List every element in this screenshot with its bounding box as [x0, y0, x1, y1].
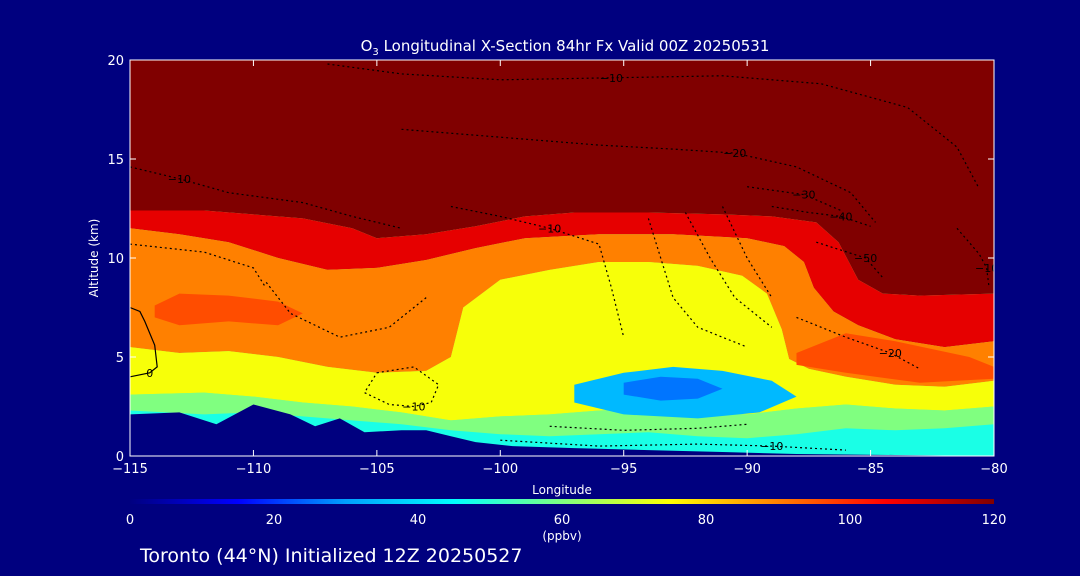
y-tick-label: 15: [107, 153, 124, 168]
contour-line: [500, 439, 846, 451]
contour-line: [130, 306, 158, 378]
y-tick-label: 5: [116, 351, 124, 366]
x-tick-label: −85: [857, 462, 884, 477]
x-tick-label: −110: [236, 462, 272, 477]
contour-line: [130, 243, 267, 289]
x-axis-ticks: −115 −110 −105 −100 −95 −90 −85 −80: [112, 60, 1008, 477]
footer-caption: Toronto (44°N) Initialized 12Z 20250527: [139, 545, 523, 567]
contour-label: −20: [879, 347, 902, 360]
contour-label: −10: [538, 222, 561, 235]
colorbar: [130, 499, 994, 504]
colorbar-ticks: 0 20 40 60 80 100 120: [126, 513, 1007, 528]
contour-label: 0: [146, 367, 153, 380]
contour-label: −10: [402, 401, 425, 414]
contour-line: [771, 205, 871, 227]
y-tick-label: 20: [107, 54, 124, 69]
contour-line: [363, 366, 440, 408]
contour-line: [327, 63, 980, 189]
colorbar-tick-label: 80: [698, 513, 715, 528]
chart-title-rest: Longitudinal X-Section 84hr Fx Valid 00Z…: [379, 37, 770, 55]
ozone-band: [130, 262, 994, 421]
colorbar-tick-label: 0: [126, 513, 134, 528]
y-axis-label: Altitude (km): [87, 219, 101, 298]
contour-label: −20: [723, 147, 746, 160]
x-tick-label: −80: [980, 462, 1007, 477]
colorbar-tick-label: 100: [838, 513, 863, 528]
y-tick-label: 10: [107, 252, 124, 267]
chart-title-subscript: 3: [372, 47, 378, 58]
chart-title: O3 Longitudinal X-Section 84hr Fx Valid …: [361, 37, 770, 58]
contour-label: −50: [854, 252, 877, 265]
ozone-band: [623, 376, 723, 401]
x-tick-label: −90: [733, 462, 760, 477]
contour-label: −10: [975, 262, 998, 275]
x-tick-label: −105: [359, 462, 395, 477]
chart-title-prefix: O: [361, 37, 373, 55]
x-axis-label: Longitude: [532, 483, 592, 497]
ozone-field: [130, 60, 994, 456]
colorbar-tick-label: 20: [266, 513, 283, 528]
colorbar-tick-label: 60: [554, 513, 571, 528]
contour-label: −10: [600, 72, 623, 85]
x-tick-label: −100: [482, 462, 518, 477]
contour-line: [265, 281, 427, 338]
colorbar-unit: (ppbv): [542, 529, 581, 543]
ozone-band: [130, 210, 994, 348]
ozone-band: [130, 60, 994, 296]
contour-line: [549, 423, 748, 431]
ozone-band: [154, 293, 303, 326]
contour-label: −10: [168, 173, 191, 186]
x-tick-label: −95: [610, 462, 637, 477]
ozone-band: [130, 228, 994, 387]
plot-area: −10 −20 −30 −10 −10 −50 −40 −20 −10 −10 −10 0: [130, 60, 998, 456]
terrain-mask: [130, 404, 994, 456]
y-axis-ticks: 0 5 10 15 20: [107, 54, 994, 465]
contour-line: [401, 128, 876, 223]
contour-line: [130, 166, 402, 229]
contour-label: −30: [792, 189, 815, 202]
contour-line: [796, 316, 921, 370]
x-tick-label: −115: [112, 462, 148, 477]
contour-label: −40: [829, 210, 852, 223]
ozone-band: [130, 392, 994, 439]
ozone-band: [796, 333, 994, 383]
contour-label: −10: [760, 440, 783, 453]
y-tick-label: 0: [116, 450, 124, 465]
colorbar-tick-label: 40: [410, 513, 427, 528]
colorbar-tick-label: 120: [982, 513, 1007, 528]
contour-line: [684, 212, 773, 328]
contour-line: [450, 205, 625, 338]
contour-lines: −10 −20 −30 −10 −10 −50 −40 −20 −10 −10 −10 0: [130, 63, 998, 453]
contour-line: [956, 227, 990, 288]
